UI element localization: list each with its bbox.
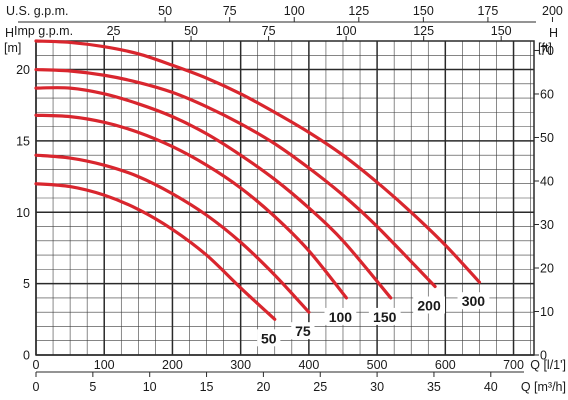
x-us-gpm-tick-label: 150: [413, 4, 434, 18]
x-primary-tick-label: 300: [230, 358, 251, 372]
curve-300: [34, 39, 482, 284]
x-imp-gpm-tick-label: 50: [184, 24, 198, 38]
x-primary-tick-label: 500: [367, 358, 388, 372]
y-left-tick-label: 0: [23, 349, 30, 363]
curve-label-bg: [324, 307, 357, 325]
x-us-gpm-unit-label: U.S. g.p.m.: [6, 4, 69, 18]
y-left-unit-label: [m]: [4, 41, 21, 55]
curve-labels: 50 75 100 150 200 300: [257, 292, 490, 347]
x-imp-gpm-tick-label: 75: [262, 24, 276, 38]
x-imp-gpm-tick-label: 100: [336, 24, 357, 38]
y-right-tick-label: 40: [540, 174, 554, 188]
x-primary-tick-label: 400: [298, 358, 319, 372]
x-primary-tick-label: 0: [33, 358, 40, 372]
x-m3h-tick-label: 30: [370, 380, 384, 394]
x-m3h-unit-label: Q [m³/h]: [521, 380, 566, 394]
curve-label-75: 75: [295, 323, 311, 339]
x-us-gpm-tick-label: 200: [542, 4, 563, 18]
curve-label-300: 300: [462, 293, 486, 309]
curve-label-100: 100: [329, 309, 353, 325]
x-primary-tick-label: 700: [503, 358, 524, 372]
y-right-tick-label: 60: [540, 87, 554, 101]
curve-100: [34, 113, 348, 300]
x-m3h-tick-label: 0: [33, 380, 40, 394]
y-right-tick-label: 70: [540, 44, 554, 58]
y-left-axis-title: H: [5, 26, 14, 40]
curve-label-150: 150: [373, 309, 397, 325]
x-m3h-tick-label: 10: [143, 380, 157, 394]
x-m3h-tick-label: 40: [484, 380, 498, 394]
curve-label-bg: [257, 329, 281, 347]
curve-50: [34, 182, 277, 321]
x-us-gpm-tick-label: 50: [158, 4, 172, 18]
curve-label-50: 50: [261, 330, 277, 346]
curve-150: [34, 86, 393, 300]
x-m3h-tick-label: 25: [313, 380, 327, 394]
y-left-tick-label: 10: [16, 206, 30, 220]
y-right-tick-label: 50: [540, 131, 554, 145]
curve-label-bg: [413, 296, 445, 314]
x-primary-tick-label: 600: [435, 358, 456, 372]
x-imp-gpm-tick-label: 125: [413, 24, 434, 38]
x-us-gpm-tick-label: 125: [348, 4, 369, 18]
curve-label-bg: [291, 322, 315, 340]
x-m3h-tick-label: 15: [200, 380, 214, 394]
y-left-tick-label: 20: [16, 63, 30, 77]
x-primary-unit-label: Q [l/1']: [530, 358, 566, 372]
y-right-tick-label: 10: [540, 305, 554, 319]
x-m3h-tick-label: 20: [256, 380, 270, 394]
x-imp-gpm-tick-label: 25: [107, 24, 121, 38]
x-us-gpm-tick-label: 75: [223, 4, 237, 18]
x-imp-gpm-tick-label: 150: [491, 24, 512, 38]
curve-label-bg: [368, 307, 401, 325]
x-m3h-tick-label: 35: [427, 380, 441, 394]
x-primary-tick-label: 200: [162, 358, 183, 372]
y-left-tick-label: 15: [16, 134, 30, 148]
y-right-unit-label: [ft]: [538, 41, 552, 55]
curve-label-bg: [457, 292, 490, 310]
grid: [35, 40, 535, 356]
y-right-tick-label: 20: [540, 261, 554, 275]
plot-frame: [35, 40, 535, 356]
curve-200: [34, 67, 437, 289]
curve-75: [34, 153, 311, 314]
x-imp-gpm-unit-label: Imp g.p.m.: [14, 24, 73, 38]
performance-curves: [34, 39, 482, 321]
x-us-gpm-tick-label: 100: [284, 4, 305, 18]
y-left-tick-label: 5: [23, 277, 30, 291]
curve-label-200: 200: [417, 297, 441, 313]
x-m3h-tick-label: 5: [89, 380, 96, 394]
x-us-gpm-tick-label: 175: [477, 4, 498, 18]
y-right-tick-label: 30: [540, 218, 554, 232]
x-primary-tick-label: 100: [94, 358, 115, 372]
y-right-axis-title: H: [549, 26, 558, 40]
y-right-tick-label: 0: [540, 349, 547, 363]
